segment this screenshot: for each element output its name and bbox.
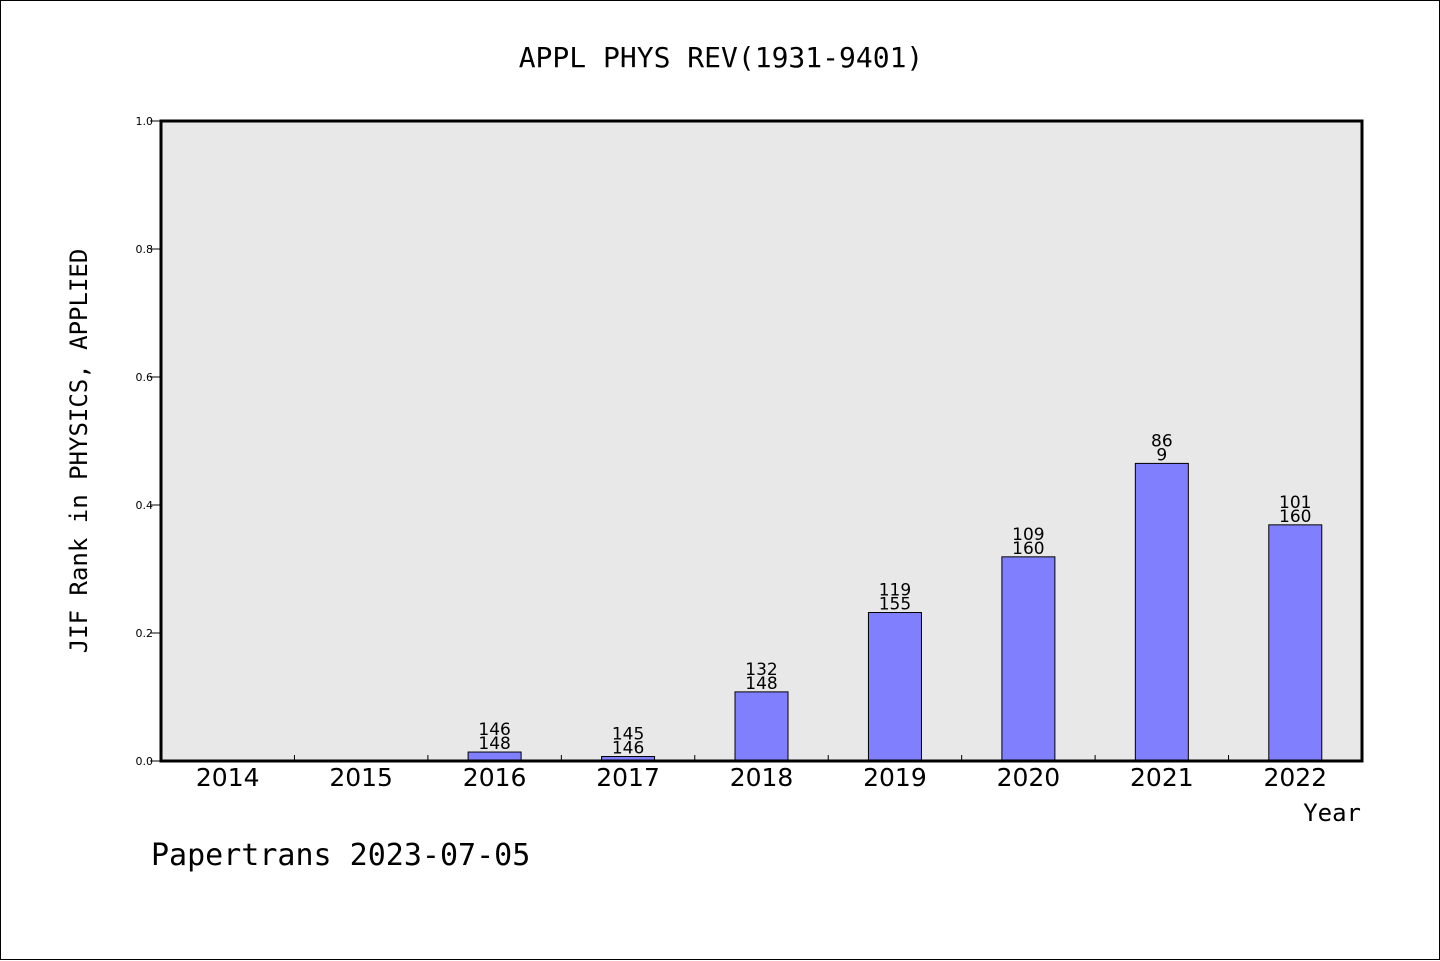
bar-label-rank: 132	[745, 660, 777, 680]
bar	[1134, 462, 1189, 762]
bar-label-total: 148	[478, 734, 510, 754]
bar-label-rank: 146	[478, 720, 510, 740]
bar-label-rank: 101	[1279, 493, 1311, 513]
x-axis-label: Year	[1303, 799, 1361, 827]
x-tick-label: 2021	[1130, 763, 1194, 792]
bar	[1268, 524, 1323, 762]
x-tick-label: 2014	[196, 763, 260, 792]
x-tick-label: 2017	[596, 763, 660, 792]
x-ticks-group: 2014 2015 2016 2017 2018 2019 2020 2021 2022	[196, 755, 1327, 792]
bar	[1001, 556, 1056, 762]
bar	[734, 691, 789, 762]
y-tick-label: 0.6	[136, 371, 154, 384]
bar-label-rank: 86	[1151, 431, 1173, 451]
bar-label-total: 9	[1156, 445, 1167, 465]
bar-label-rank: 119	[879, 581, 911, 601]
y-ticks-group: 0.0 0.2 0.4 0.6 0.8 1.0	[136, 115, 161, 768]
y-tick-label: 0.0	[136, 755, 154, 768]
x-tick-label: 2019	[863, 763, 927, 792]
bar-label-rank: 145	[612, 725, 644, 745]
x-tick-label: 2022	[1263, 763, 1327, 792]
y-tick-label: 1.0	[136, 115, 154, 128]
bar-label-total: 160	[1012, 539, 1044, 559]
bar-label-total: 160	[1279, 507, 1311, 527]
x-tick-label: 2015	[329, 763, 393, 792]
bar-label-total: 146	[612, 739, 644, 759]
footer-credit: Papertrans 2023-07-05	[151, 838, 530, 873]
bar	[867, 612, 922, 762]
x-tick-label: 2020	[997, 763, 1061, 792]
bar-label-total: 148	[745, 674, 777, 694]
x-tick-label: 2018	[730, 763, 794, 792]
plot-border	[159, 119, 1364, 763]
x-tick-label: 2016	[463, 763, 527, 792]
y-axis-label: JIF Rank in PHYSICS, APPLIED	[65, 249, 93, 654]
y-tick-label: 0.2	[136, 627, 154, 640]
chart-title: APPL PHYS REV(1931-9401)	[519, 41, 924, 74]
y-tick-label: 0.8	[136, 243, 154, 256]
y-tick-label: 0.4	[136, 499, 154, 512]
bar-label-rank: 109	[1012, 525, 1044, 545]
bar-label-total: 155	[879, 595, 911, 615]
